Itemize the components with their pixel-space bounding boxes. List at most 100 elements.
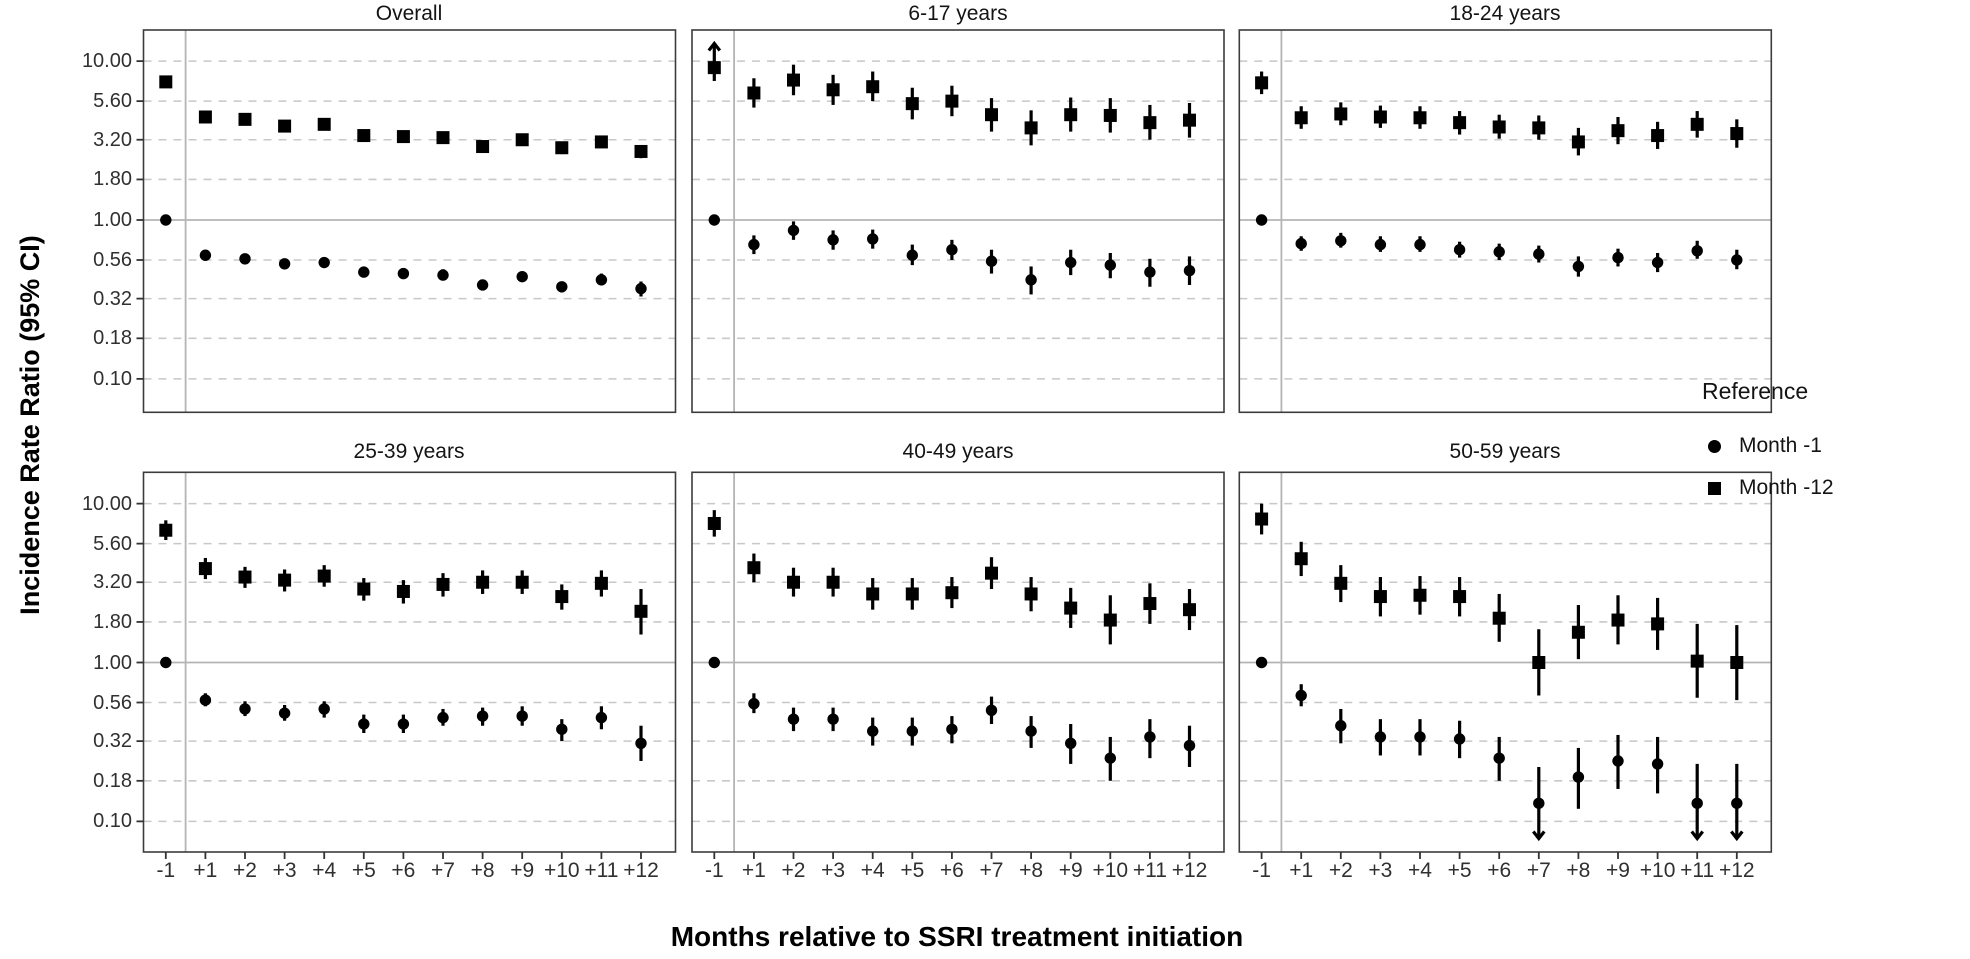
data-point-square xyxy=(707,61,721,75)
data-point-square xyxy=(1413,111,1427,125)
data-point-square xyxy=(1690,654,1704,668)
square-marker-icon xyxy=(1708,481,1721,495)
legend-item-month-minus-12: Month -12 xyxy=(1702,467,1968,509)
data-point-square xyxy=(634,144,648,158)
data-point-circle xyxy=(946,244,958,256)
x-tick-label: -1 xyxy=(704,859,724,882)
data-point-circle xyxy=(358,718,370,730)
arrow-down-icon xyxy=(1730,830,1744,842)
data-point-square xyxy=(1730,127,1744,141)
data-point-square xyxy=(787,575,800,589)
y-tick-label: 1.80 xyxy=(93,610,132,633)
data-point-square xyxy=(594,135,608,149)
y-tick-label: 0.32 xyxy=(93,287,132,310)
data-point-circle xyxy=(1295,237,1307,250)
data-point-circle xyxy=(160,214,172,226)
data-point-circle xyxy=(1651,758,1664,770)
y-tick-label: 3.20 xyxy=(93,128,132,151)
data-point-square xyxy=(1571,625,1585,639)
data-point-square xyxy=(905,97,919,111)
data-point-square xyxy=(1103,108,1117,122)
data-point-square xyxy=(436,577,450,591)
x-tick-label: +5 xyxy=(351,859,376,882)
x-tick-label: +1 xyxy=(741,859,766,882)
data-point-circle xyxy=(1414,238,1426,251)
data-point-circle xyxy=(787,713,800,725)
data-point-square xyxy=(238,570,252,584)
data-point-circle xyxy=(397,267,410,280)
data-point-circle xyxy=(1374,238,1387,251)
data-point-circle xyxy=(199,694,212,706)
data-point-circle xyxy=(476,279,489,291)
data-point-square xyxy=(1571,135,1585,149)
x-axis-title: Months relative to SSRI treatment initia… xyxy=(670,921,1244,952)
arrow-down-icon xyxy=(1532,830,1546,842)
legend-item-label: Month -1 xyxy=(1739,434,1822,457)
data-point-square xyxy=(1334,107,1348,121)
x-tick-label: +10 xyxy=(1092,859,1129,882)
data-point-circle xyxy=(708,214,720,226)
data-point-circle xyxy=(635,282,647,295)
y-tick-label: 0.10 xyxy=(93,810,132,833)
data-point-square xyxy=(1730,656,1744,669)
data-point-square xyxy=(1453,590,1467,604)
y-tick-label: 0.56 xyxy=(93,691,132,714)
data-point-square xyxy=(1024,121,1038,135)
data-point-square xyxy=(1611,613,1625,627)
x-tick-label: +12 xyxy=(1718,859,1755,882)
x-tick-label: +5 xyxy=(900,859,925,882)
data-point-circle xyxy=(827,713,839,725)
data-point-circle xyxy=(1731,254,1743,266)
data-point-square xyxy=(1611,124,1625,138)
data-point-circle xyxy=(278,707,291,719)
panel-border xyxy=(691,471,1225,853)
data-point-square xyxy=(747,86,761,100)
data-point-circle xyxy=(1183,739,1196,752)
data-point-circle xyxy=(1104,259,1117,271)
data-point-circle xyxy=(1025,725,1037,737)
data-point-square xyxy=(1294,552,1308,566)
x-tick-label: -1 xyxy=(1252,859,1271,882)
x-tick-label: +12 xyxy=(1171,859,1208,882)
y-axis-title: Incidence Rate Ratio (95% CI) xyxy=(15,235,45,615)
x-tick-label: +6 xyxy=(1487,859,1512,882)
y-tick-label: 0.18 xyxy=(93,327,132,350)
x-tick-label: +4 xyxy=(860,859,885,882)
data-point-square xyxy=(159,523,173,537)
data-point-square xyxy=(634,604,648,618)
data-point-square xyxy=(866,587,880,601)
x-tick-label: +10 xyxy=(543,859,580,882)
data-point-circle xyxy=(1533,797,1545,809)
data-point-circle xyxy=(595,711,608,724)
data-point-circle xyxy=(1612,251,1624,264)
data-point-square xyxy=(826,83,840,97)
data-point-square xyxy=(1024,587,1038,601)
y-tick-label: 1.00 xyxy=(93,651,132,674)
data-point-circle xyxy=(946,723,958,735)
x-tick-label: +9 xyxy=(1058,859,1083,882)
data-point-square xyxy=(1413,588,1427,602)
panel-title-25-39-years: 25-39 years xyxy=(353,440,465,463)
data-point-circle xyxy=(476,710,489,722)
data-point-square xyxy=(1183,603,1196,617)
data-point-square xyxy=(317,117,331,131)
x-tick-label: +2 xyxy=(781,859,806,882)
x-tick-label: +7 xyxy=(979,859,1004,882)
panel-title-overall: Overall xyxy=(375,2,443,25)
data-point-circle xyxy=(1493,246,1505,258)
data-point-circle xyxy=(787,224,800,237)
y-tick-label: 10.00 xyxy=(81,50,132,73)
data-point-square xyxy=(317,569,331,583)
legend-item-month-minus-1: Month -1 xyxy=(1702,425,1968,467)
data-point-circle xyxy=(1453,733,1466,745)
data-point-circle xyxy=(516,710,528,722)
x-tick-label: +3 xyxy=(1368,859,1393,882)
x-tick-label: +6 xyxy=(939,859,964,882)
data-point-circle xyxy=(1612,755,1624,767)
data-point-circle xyxy=(1731,797,1743,809)
data-point-square xyxy=(985,108,998,122)
x-tick-label: +5 xyxy=(1447,859,1472,882)
x-tick-label: +9 xyxy=(1606,859,1630,882)
